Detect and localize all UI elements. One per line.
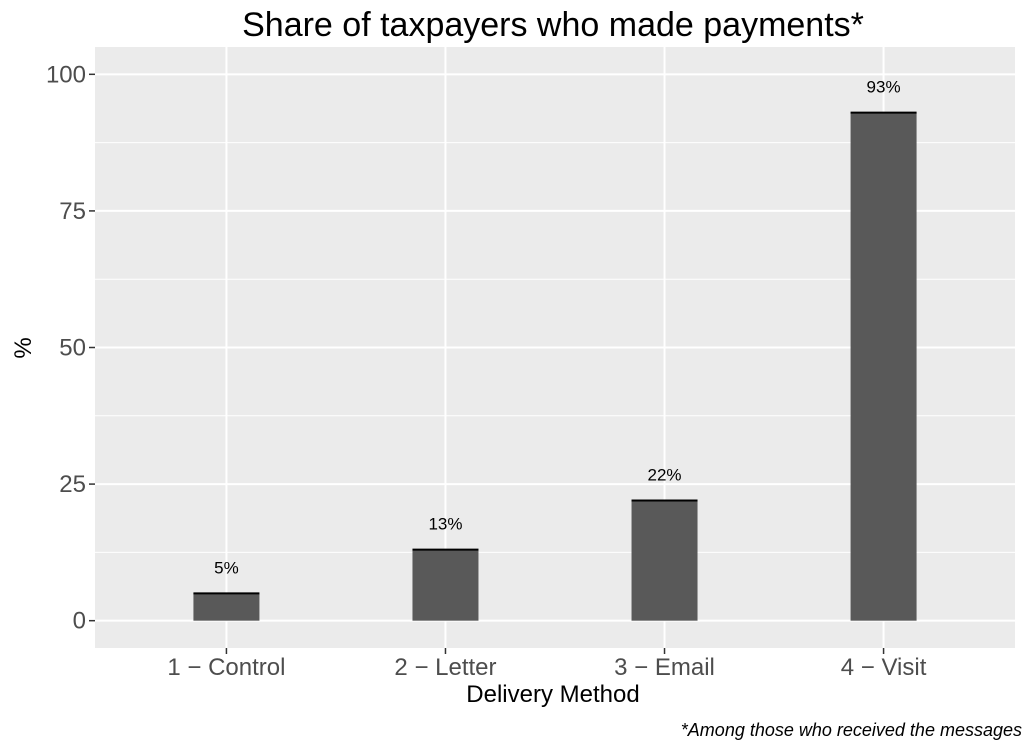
bar	[850, 112, 917, 621]
y-tick-label: 0	[73, 608, 86, 635]
y-axis-ticks: 0 25 50 75 100	[46, 61, 95, 635]
y-tick-label: 25	[59, 471, 86, 498]
bar	[631, 500, 698, 621]
y-tick-label: 75	[59, 198, 86, 225]
bars	[193, 112, 917, 621]
chart-title: Share of taxpayers who made payments*	[242, 6, 864, 44]
x-tick-label: 4 − Visit	[841, 654, 927, 681]
value-label: 93%	[867, 78, 901, 97]
x-tick-label: 1 − Control	[167, 654, 285, 681]
x-axis-label: Delivery Method	[466, 681, 639, 708]
y-tick-label: 50	[59, 335, 86, 362]
y-tick-label: 100	[46, 61, 86, 88]
chart-caption: *Among those who received the messages	[681, 720, 1022, 740]
x-tick-label: 3 − Email	[614, 654, 715, 681]
value-label: 22%	[648, 465, 682, 484]
bar	[193, 593, 260, 621]
y-axis-label: %	[10, 337, 37, 358]
x-tick-label: 2 − Letter	[394, 654, 496, 681]
x-axis-ticks: 1 − Control 2 − Letter 3 − Email 4 − Visit	[167, 648, 927, 681]
error-bars	[193, 111, 917, 595]
value-labels: 5% 13% 22% 93%	[214, 78, 900, 578]
value-label: 13%	[428, 515, 462, 534]
value-label: 5%	[214, 558, 239, 577]
bar	[412, 549, 479, 621]
